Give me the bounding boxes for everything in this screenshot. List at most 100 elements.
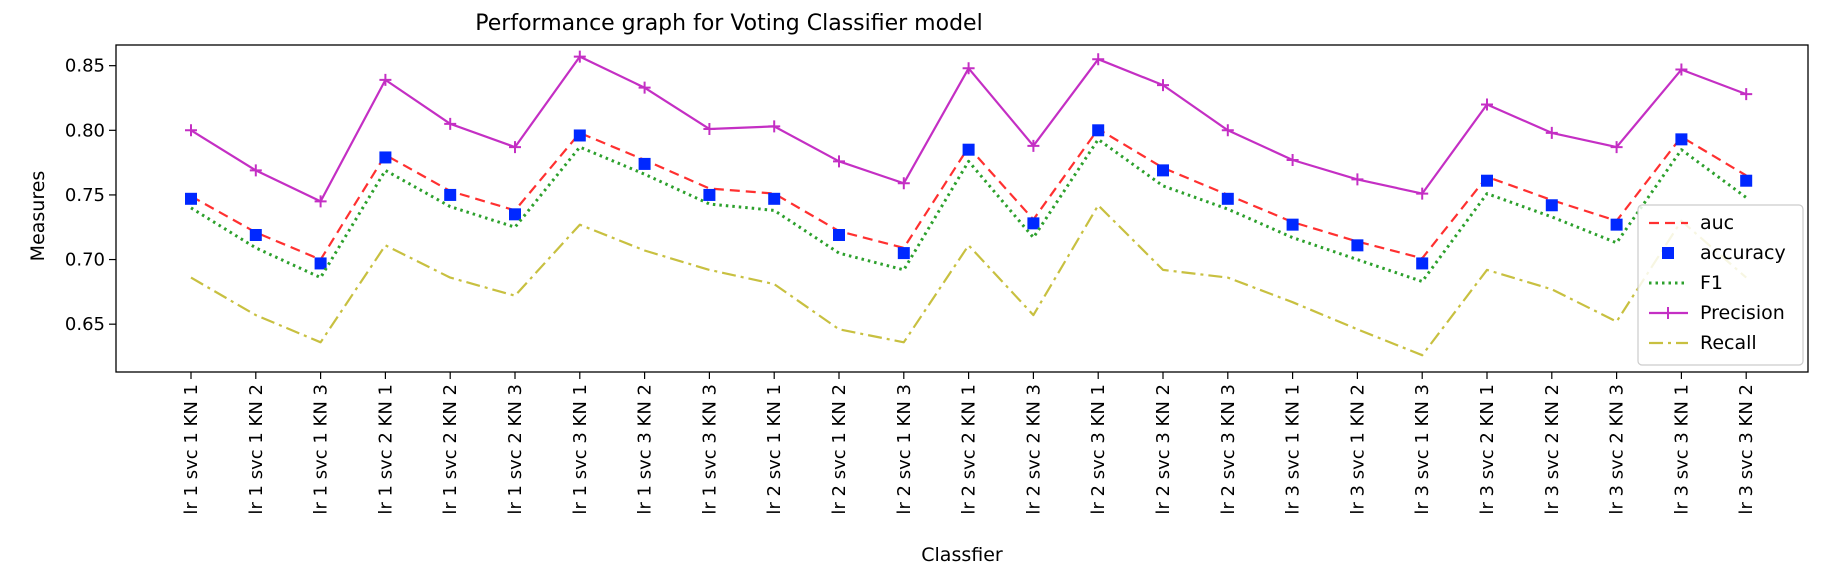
data-point-accuracy bbox=[1416, 257, 1429, 270]
data-point-precision bbox=[1286, 154, 1299, 167]
data-point-precision bbox=[962, 62, 975, 75]
series-f1 bbox=[190, 137, 1748, 283]
x-tick-label: lr 2 svc 3 KN 2 bbox=[1153, 384, 1174, 515]
data-point-precision bbox=[1675, 63, 1688, 76]
data-point-precision bbox=[185, 124, 197, 137]
x-tick-label: lr 3 svc 3 KN 1 bbox=[1671, 384, 1692, 515]
data-point-accuracy bbox=[897, 247, 910, 260]
data-point-precision bbox=[1545, 126, 1558, 139]
x-tick-label: lr 1 svc 2 KN 2 bbox=[440, 384, 461, 515]
legend-item-accuracy: accuracy bbox=[1662, 242, 1786, 264]
data-point-accuracy bbox=[1610, 218, 1623, 231]
x-tick-label: lr 3 svc 1 KN 2 bbox=[1347, 384, 1368, 515]
y-tick-label: 0.80 bbox=[65, 120, 105, 141]
series-recall bbox=[190, 204, 1747, 357]
x-tick-label: lr 1 svc 1 KN 3 bbox=[311, 384, 332, 515]
x-axis: lr 1 svc 1 KN 1 lr 1 svc 1 KN 2 lr 1 svc 1… bbox=[181, 372, 1757, 515]
data-point-accuracy bbox=[509, 208, 521, 221]
legend-label: F1 bbox=[1700, 272, 1723, 294]
x-tick-label: lr 3 svc 2 KN 1 bbox=[1477, 384, 1498, 515]
data-point-accuracy bbox=[1675, 133, 1688, 146]
legend-label: Recall bbox=[1700, 332, 1757, 354]
legend-item-f1: F1 bbox=[1649, 272, 1723, 294]
chart-title: Performance graph for Voting Classifier … bbox=[475, 11, 982, 36]
x-tick-label: lr 3 svc 1 KN 1 bbox=[1283, 384, 1304, 515]
y-axis: 0.65 0.70 0.75 0.80 0.85 bbox=[65, 56, 116, 335]
series-line-precision bbox=[190, 55, 1747, 203]
x-tick-label: lr 3 svc 2 KN 2 bbox=[1542, 384, 1563, 515]
x-tick-label: lr 3 svc 1 KN 3 bbox=[1412, 384, 1433, 515]
data-point-precision bbox=[1416, 187, 1429, 200]
series-line-f1 bbox=[190, 137, 1748, 283]
data-point-precision bbox=[768, 120, 781, 133]
legend-item-auc: auc bbox=[1649, 212, 1734, 234]
legend-label: auc bbox=[1700, 212, 1734, 234]
y-axis-label: Measures bbox=[27, 171, 49, 262]
data-point-precision bbox=[249, 164, 262, 177]
legend-marker bbox=[1662, 307, 1674, 319]
series-accuracy bbox=[185, 124, 1753, 270]
data-point-precision bbox=[1027, 139, 1040, 152]
data-point-accuracy bbox=[833, 228, 845, 241]
y-tick-label: 0.70 bbox=[65, 250, 105, 271]
data-point-precision bbox=[897, 177, 910, 190]
data-point-accuracy bbox=[1027, 217, 1040, 230]
plot-area bbox=[185, 50, 1753, 357]
data-point-precision bbox=[1351, 173, 1364, 186]
data-point-precision bbox=[379, 73, 392, 86]
data-point-precision bbox=[1740, 88, 1753, 101]
y-tick-label: 0.75 bbox=[65, 185, 105, 206]
series-precision bbox=[185, 50, 1753, 208]
data-point-accuracy bbox=[703, 188, 716, 201]
x-tick-label: lr 2 svc 1 KN 2 bbox=[829, 384, 850, 515]
x-tick-label: lr 1 svc 3 KN 2 bbox=[635, 384, 656, 515]
x-tick-label: lr 1 svc 1 KN 2 bbox=[246, 384, 267, 515]
data-point-accuracy bbox=[249, 228, 262, 241]
data-point-accuracy bbox=[1092, 124, 1105, 137]
x-tick-label: lr 1 svc 1 KN 1 bbox=[181, 384, 202, 515]
x-tick-label: lr 3 svc 3 KN 2 bbox=[1736, 384, 1757, 515]
x-tick-label: lr 2 svc 3 KN 1 bbox=[1088, 384, 1109, 515]
data-point-precision bbox=[509, 141, 521, 154]
data-point-precision bbox=[314, 195, 327, 208]
data-point-accuracy bbox=[444, 188, 457, 201]
data-point-precision bbox=[833, 155, 845, 168]
data-point-accuracy bbox=[1740, 174, 1753, 187]
data-point-accuracy bbox=[1545, 199, 1558, 212]
x-tick-label: lr 2 svc 1 KN 1 bbox=[764, 384, 785, 515]
data-point-accuracy bbox=[573, 129, 586, 142]
data-point-accuracy bbox=[1351, 239, 1364, 252]
legend-swatch bbox=[1662, 247, 1674, 259]
plot-frame bbox=[115, 44, 1809, 373]
data-point-accuracy bbox=[314, 257, 327, 270]
legend-item-precision: Precision bbox=[1649, 302, 1785, 324]
data-point-accuracy bbox=[1286, 218, 1299, 231]
data-point-accuracy bbox=[1221, 192, 1234, 205]
legend-label: accuracy bbox=[1700, 242, 1786, 264]
legend: auc accuracy F1 Precision Recall bbox=[1637, 204, 1804, 366]
x-tick-label: lr 1 svc 3 KN 3 bbox=[699, 384, 720, 515]
x-tick-label: lr 2 svc 2 KN 1 bbox=[959, 384, 980, 515]
data-point-precision bbox=[444, 117, 457, 130]
data-point-precision bbox=[1221, 124, 1234, 137]
data-point-precision bbox=[638, 81, 651, 94]
data-point-precision bbox=[1092, 53, 1105, 66]
data-point-precision bbox=[1481, 98, 1493, 111]
legend-item-recall: Recall bbox=[1649, 332, 1757, 354]
y-tick-label: 0.85 bbox=[65, 56, 105, 77]
x-tick-label: lr 1 svc 3 KN 1 bbox=[570, 384, 591, 515]
data-point-accuracy bbox=[768, 192, 781, 205]
x-tick-label: lr 1 svc 2 KN 1 bbox=[375, 384, 396, 515]
x-tick-label: lr 1 svc 2 KN 3 bbox=[505, 384, 526, 515]
x-tick-label: lr 3 svc 2 KN 3 bbox=[1607, 384, 1628, 515]
legend-box bbox=[1637, 204, 1804, 366]
data-point-accuracy bbox=[638, 157, 651, 170]
data-point-accuracy bbox=[185, 192, 197, 205]
y-tick-label: 0.65 bbox=[65, 314, 105, 335]
data-point-precision bbox=[573, 50, 586, 63]
data-point-accuracy bbox=[379, 151, 392, 164]
data-point-precision bbox=[1610, 141, 1623, 154]
x-axis-label: Classfier bbox=[921, 544, 1003, 566]
series-line-recall bbox=[190, 204, 1747, 357]
